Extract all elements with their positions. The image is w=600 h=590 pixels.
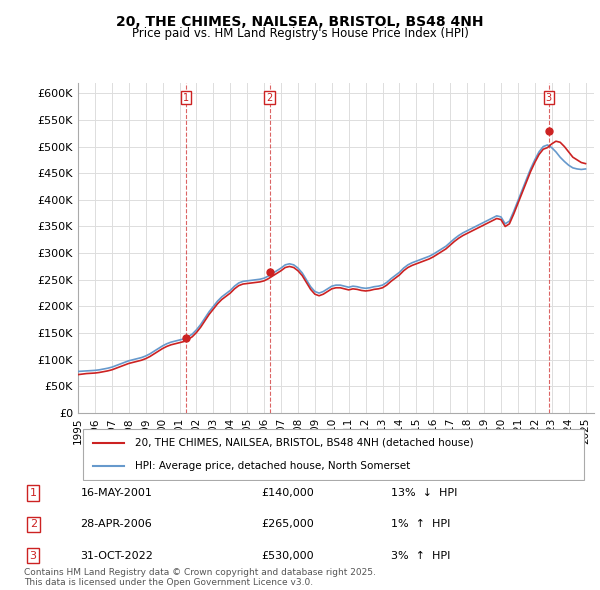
Text: 1: 1 bbox=[29, 489, 37, 498]
Text: 13%  ↓  HPI: 13% ↓ HPI bbox=[391, 489, 457, 498]
Text: 31-OCT-2022: 31-OCT-2022 bbox=[80, 550, 153, 560]
FancyBboxPatch shape bbox=[83, 430, 584, 480]
Text: 3%  ↑  HPI: 3% ↑ HPI bbox=[391, 550, 450, 560]
Text: £530,000: £530,000 bbox=[261, 550, 314, 560]
Text: 16-MAY-2001: 16-MAY-2001 bbox=[80, 489, 152, 498]
Text: 2: 2 bbox=[266, 93, 272, 103]
Text: £265,000: £265,000 bbox=[261, 519, 314, 529]
Text: 3: 3 bbox=[546, 93, 552, 103]
Text: Price paid vs. HM Land Registry's House Price Index (HPI): Price paid vs. HM Land Registry's House … bbox=[131, 27, 469, 40]
Text: 2: 2 bbox=[29, 519, 37, 529]
Text: 1: 1 bbox=[183, 93, 189, 103]
Text: 28-APR-2006: 28-APR-2006 bbox=[80, 519, 152, 529]
Text: Contains HM Land Registry data © Crown copyright and database right 2025.
This d: Contains HM Land Registry data © Crown c… bbox=[24, 568, 376, 587]
Text: 20, THE CHIMES, NAILSEA, BRISTOL, BS48 4NH (detached house): 20, THE CHIMES, NAILSEA, BRISTOL, BS48 4… bbox=[135, 438, 473, 448]
Text: HPI: Average price, detached house, North Somerset: HPI: Average price, detached house, Nort… bbox=[135, 461, 410, 471]
Text: £140,000: £140,000 bbox=[261, 489, 314, 498]
Text: 3: 3 bbox=[29, 550, 37, 560]
Text: 20, THE CHIMES, NAILSEA, BRISTOL, BS48 4NH: 20, THE CHIMES, NAILSEA, BRISTOL, BS48 4… bbox=[116, 15, 484, 29]
Text: 1%  ↑  HPI: 1% ↑ HPI bbox=[391, 519, 450, 529]
